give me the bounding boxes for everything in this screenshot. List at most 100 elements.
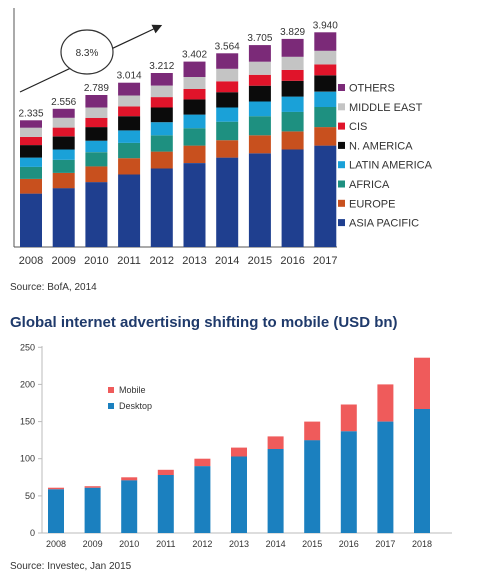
total-label-2009: 2.556	[51, 97, 76, 108]
legend-label-latin-america: LATIN AMERICA	[349, 160, 433, 172]
bar-mobile-2016	[340, 404, 357, 432]
x-tick-2012: 2012	[150, 255, 174, 267]
chart2-y-tick-100: 100	[20, 454, 35, 464]
x-tick-2017: 2017	[313, 255, 337, 267]
bar-latin-america-2010	[85, 140, 108, 153]
bar-europe-2010	[85, 166, 108, 183]
bar-middle-east-2017	[314, 50, 337, 65]
bar-others-2010	[85, 95, 108, 108]
bar-middle-east-2015	[248, 61, 271, 75]
bar-asia-pacific-2016	[281, 149, 304, 247]
x-tick-2009: 2009	[51, 255, 75, 267]
bar-europe-2013	[183, 145, 206, 163]
bar-mobile-2014	[267, 436, 284, 449]
bar-middle-east-2016	[281, 56, 304, 70]
regional-stacked-bar-chart: 2.335 2008 2.556 2009 2.789 2010 3.014 2011 3.21…	[13, 8, 433, 267]
total-label-2012: 3.212	[149, 61, 174, 72]
bar-cis-2008	[20, 136, 42, 146]
bar-europe-2014	[216, 140, 239, 158]
bar-cis-2009	[52, 127, 75, 137]
bar-latin-america-2013	[183, 114, 206, 129]
bar-others-2016	[281, 38, 304, 57]
source-bofa: Source: BofA, 2014	[10, 282, 97, 293]
bar-desktop-2011	[157, 475, 174, 533]
bar-n-america-2010	[85, 127, 108, 141]
bar-cis-2015	[248, 74, 271, 86]
growth-circle	[60, 29, 114, 75]
bar-mobile-2013	[231, 447, 247, 457]
bar-middle-east-2012	[150, 85, 173, 98]
chart2-x-tick-2010: 2010	[119, 539, 139, 549]
bar-others-2014	[216, 53, 239, 69]
bar-desktop-2008	[48, 489, 64, 533]
bar-europe-2015	[248, 135, 271, 154]
legend-swatch-europe	[338, 199, 345, 207]
bar-mobile-2018	[414, 357, 430, 409]
bar-middle-east-2009	[52, 117, 75, 128]
bar-mobile-2011	[157, 469, 174, 475]
chart2-x-tick-2014: 2014	[266, 539, 286, 549]
legend-swatch-others	[338, 84, 345, 91]
bar-others-2012	[150, 73, 173, 86]
chart2-x-tick-2017: 2017	[375, 539, 395, 549]
bar-desktop-2013	[231, 456, 247, 533]
bar-middle-east-2010	[85, 107, 108, 118]
legend-label-others: OTHERS	[349, 83, 395, 95]
bar-europe-2017	[314, 127, 337, 146]
total-label-2011: 3.014	[117, 71, 142, 82]
x-tick-2011: 2011	[117, 255, 141, 267]
bar-latin-america-2015	[248, 101, 271, 117]
bar-mobile-2012	[194, 458, 211, 467]
chart2-legend-swatch-mobile	[108, 387, 114, 393]
chart2-x-tick-2013: 2013	[229, 539, 249, 549]
bar-africa-2011	[118, 142, 141, 159]
legend-label-europe: EUROPE	[349, 198, 395, 210]
bar-n-america-2011	[118, 116, 141, 131]
chart2-y-tick-200: 200	[20, 379, 35, 389]
chart2-x-tick-2015: 2015	[302, 539, 322, 549]
chart2-legend-label-mobile: Mobile	[119, 385, 146, 395]
bar-n-america-2012	[150, 107, 173, 123]
bar-desktop-2009	[84, 487, 101, 533]
legend-label-n-america: N. AMERICA	[349, 140, 413, 152]
total-label-2014: 3.564	[215, 41, 240, 52]
bar-europe-2016	[281, 131, 304, 150]
chart2-x-tick-2008: 2008	[46, 539, 66, 549]
bar-others-2013	[183, 61, 206, 77]
chart2-legend-label-desktop: Desktop	[119, 401, 152, 411]
bar-europe-2008	[20, 178, 42, 194]
bar-n-america-2014	[216, 92, 239, 108]
total-label-2016: 3.829	[280, 27, 305, 38]
growth-label: 8.3%	[76, 48, 99, 59]
bar-cis-2017	[314, 64, 337, 76]
bar-desktop-2010	[121, 480, 138, 533]
bar-n-america-2015	[248, 85, 271, 102]
bar-latin-america-2012	[150, 122, 173, 136]
bar-asia-pacific-2010	[85, 182, 108, 247]
bar-latin-america-2017	[314, 91, 337, 107]
bar-others-2011	[118, 82, 141, 96]
bar-cis-2011	[118, 106, 141, 117]
chart2-x-tick-2011: 2011	[156, 539, 175, 549]
bar-n-america-2009	[52, 136, 75, 150]
bar-asia-pacific-2009	[52, 188, 75, 247]
bar-cis-2012	[150, 97, 173, 108]
bar-desktop-2017	[377, 421, 394, 534]
bar-africa-2013	[183, 128, 206, 146]
chart2-y-tick-150: 150	[20, 417, 35, 427]
total-label-2008: 2.335	[18, 108, 43, 119]
bar-asia-pacific-2013	[183, 163, 206, 247]
x-tick-2013: 2013	[182, 255, 206, 267]
bar-mobile-2010	[121, 477, 138, 481]
bar-cis-2010	[85, 117, 108, 128]
bar-europe-2012	[150, 151, 173, 169]
legend-label-africa: AFRICA	[349, 179, 390, 191]
legend-label-middle-east: MIDDLE EAST	[349, 102, 423, 114]
x-tick-2016: 2016	[280, 255, 304, 267]
bar-n-america-2016	[281, 80, 304, 97]
bar-asia-pacific-2011	[118, 174, 141, 247]
bar-desktop-2016	[340, 431, 357, 533]
bar-mobile-2008	[48, 487, 64, 490]
bar-n-america-2008	[20, 145, 42, 158]
